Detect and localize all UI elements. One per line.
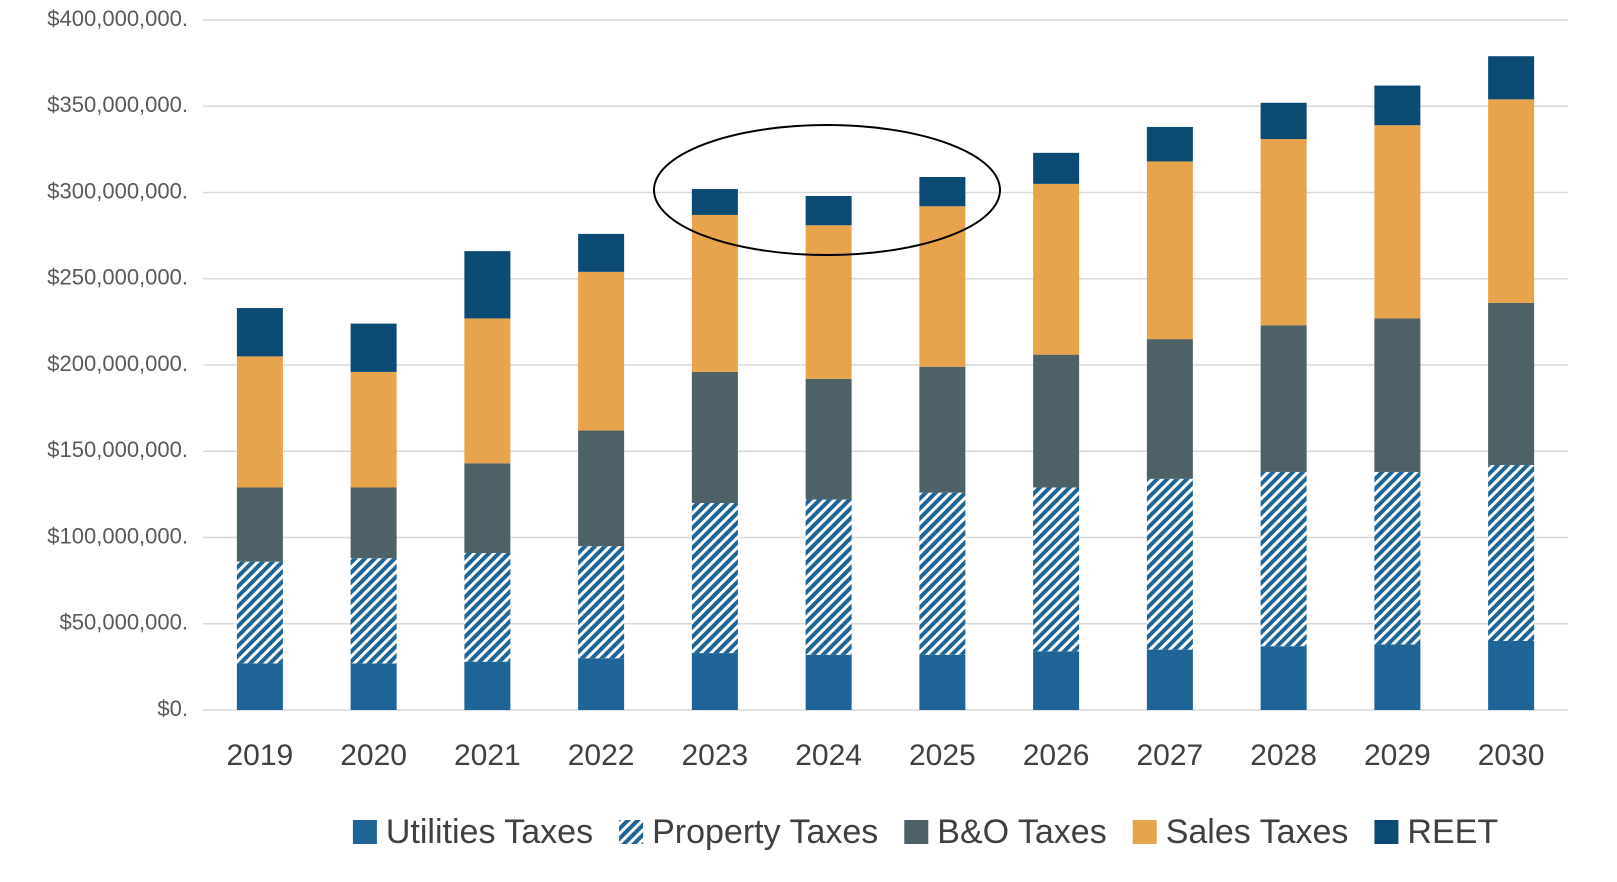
bar-segment — [1260, 139, 1307, 326]
bar-segment — [464, 661, 511, 710]
legend-swatch — [1132, 820, 1157, 844]
bar-segment — [919, 176, 966, 207]
bar-segment — [1146, 478, 1193, 650]
bar-segment — [578, 271, 625, 431]
bar-segment — [464, 251, 511, 319]
x-tick-label: 2022 — [568, 739, 635, 772]
x-tick-label: 2027 — [1137, 739, 1204, 772]
x-tick-label: 2020 — [340, 739, 407, 772]
bar-segment — [1033, 183, 1080, 355]
x-tick-label: 2029 — [1364, 739, 1431, 772]
bar-segment — [350, 558, 397, 664]
x-tick-label: 2026 — [1023, 739, 1090, 772]
bar-segment — [350, 487, 397, 559]
y-tick-label: $0. — [157, 696, 188, 721]
bar-segment — [919, 206, 966, 367]
legend-swatch — [1374, 820, 1399, 844]
bar-segment — [236, 487, 283, 562]
y-tick-label: $350,000,000. — [47, 92, 188, 117]
y-tick-label: $150,000,000. — [47, 437, 188, 462]
highlight-ellipse — [653, 124, 1001, 256]
y-tick-label: $50,000,000. — [60, 610, 188, 635]
bar-segment — [236, 663, 283, 710]
bar-segment — [1033, 354, 1080, 488]
bar-segment — [805, 378, 852, 500]
legend-label: B&O Taxes — [937, 813, 1106, 851]
bar-segment — [1146, 339, 1193, 479]
bar-segment — [805, 225, 852, 379]
bar-segment — [1488, 641, 1535, 710]
bar-segment — [1146, 126, 1193, 162]
bar-segment — [691, 189, 738, 215]
bar-segment — [1488, 465, 1535, 641]
x-tick-label: 2028 — [1250, 739, 1317, 772]
bar-segment — [464, 463, 511, 554]
bar-segment — [236, 561, 283, 664]
legend-label: REET — [1407, 813, 1498, 851]
bar-segment — [350, 663, 397, 710]
x-tick-label: 2021 — [454, 739, 521, 772]
bar-segment — [464, 318, 511, 464]
bar-segment — [1374, 318, 1421, 472]
bar-segment — [464, 553, 511, 662]
bar-segment — [691, 214, 738, 372]
x-tick-label: 2023 — [682, 739, 749, 772]
bar-segment — [805, 654, 852, 710]
bar-segment — [1488, 56, 1535, 100]
bar-segment — [691, 653, 738, 710]
bar-segment — [578, 233, 625, 272]
bar-segment — [805, 195, 852, 226]
bar-segment — [578, 546, 625, 659]
bar-segment — [1260, 646, 1307, 710]
bar-segment — [1374, 471, 1421, 645]
bar-segment — [919, 492, 966, 655]
bar-segment — [1374, 644, 1421, 710]
bar-segment — [691, 503, 738, 654]
bar-segment — [1374, 85, 1421, 126]
bar-segment — [1146, 649, 1193, 710]
bar-segment — [350, 371, 397, 488]
legend-label: Property Taxes — [652, 813, 878, 851]
bar-segment — [1488, 302, 1535, 466]
bar-segment — [1374, 125, 1421, 319]
bar-segment — [1033, 651, 1080, 710]
y-tick-label: $200,000,000. — [47, 351, 188, 376]
x-tick-label: 2024 — [795, 739, 862, 772]
bar-segment — [1033, 487, 1080, 652]
bar-segment — [1260, 102, 1307, 140]
legend-label: Sales Taxes — [1166, 813, 1349, 851]
bar-segment — [1260, 325, 1307, 472]
y-tick-label: $300,000,000. — [47, 178, 188, 203]
x-tick-label: 2030 — [1478, 739, 1545, 772]
bar-segment — [350, 323, 397, 372]
bar-segment — [236, 308, 283, 357]
x-tick-label: 2025 — [909, 739, 976, 772]
y-tick-label: $250,000,000. — [47, 265, 188, 290]
bar-segment — [236, 356, 283, 488]
y-tick-label: $400,000,000. — [47, 6, 188, 31]
bar-segment — [1260, 471, 1307, 647]
bar-segment — [691, 371, 738, 503]
bar-segment — [919, 366, 966, 493]
legend-swatch — [352, 820, 377, 844]
legend-swatch — [904, 820, 929, 844]
bar-segment — [1146, 161, 1193, 340]
bar-segment — [1033, 152, 1080, 184]
bar-segment — [1488, 99, 1535, 303]
legend-label: Utilities Taxes — [386, 813, 593, 851]
bar-segment — [578, 430, 625, 547]
bar-segment — [919, 654, 966, 710]
y-tick-label: $100,000,000. — [47, 523, 188, 548]
legend-swatch — [619, 820, 644, 844]
bar-segment — [578, 658, 625, 710]
x-tick-label: 2019 — [227, 739, 294, 772]
bar-segment — [805, 499, 852, 655]
